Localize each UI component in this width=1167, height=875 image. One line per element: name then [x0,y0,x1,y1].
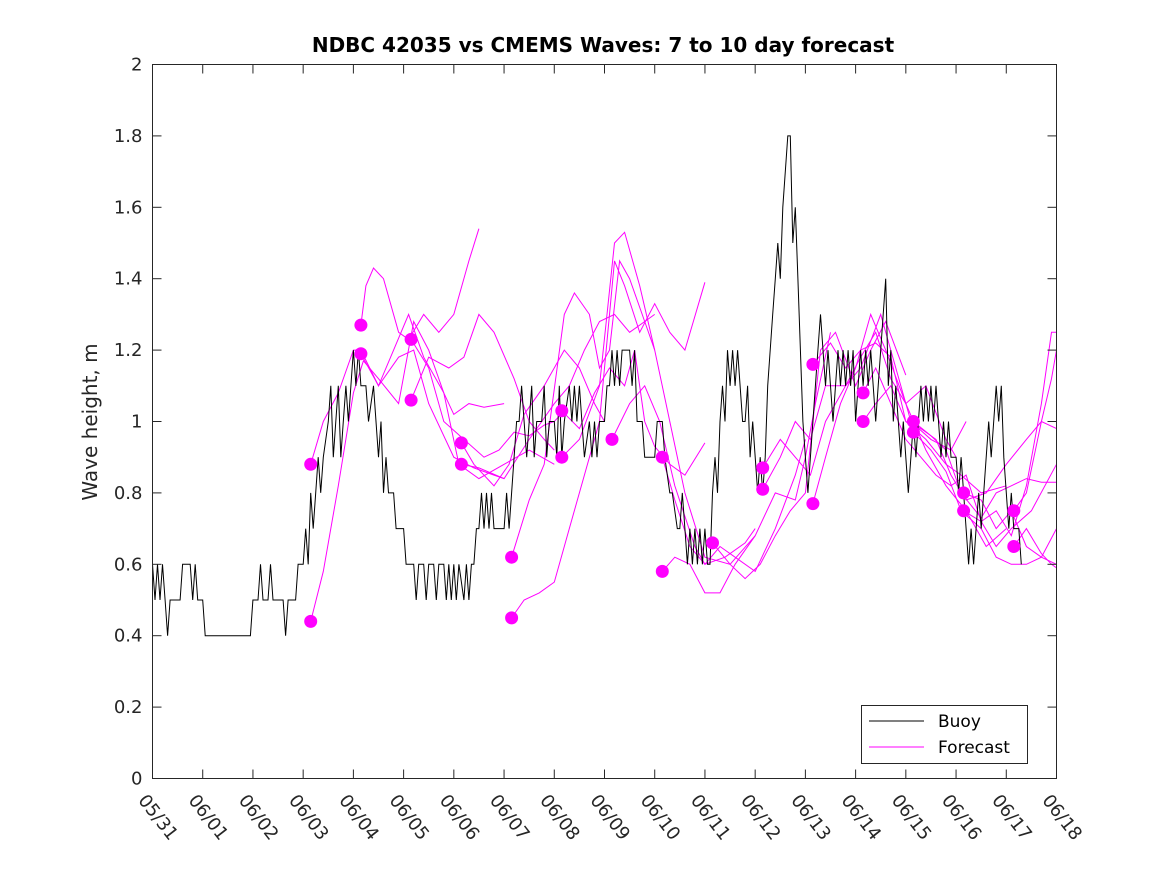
forecast-start-marker-5 [404,332,418,346]
buoy-line-group [152,135,1022,637]
forecast-start-marker-21 [856,386,870,400]
forecast-start-marker-23 [906,415,920,428]
y-tick-label: 0.6 [114,554,143,575]
forecast-start-marker-26 [957,504,971,518]
forecast-run-line-28 [1013,527,1057,569]
legend-buoy-label: Buoy [938,712,981,732]
forecast-run-line-5 [410,339,565,458]
forecast-start-marker-4 [354,347,368,361]
forecast-run-line-7 [460,349,605,487]
forecast-markers [304,318,1021,628]
forecast-start-marker-6 [404,393,418,407]
forecast-start-marker-27 [1007,504,1021,518]
forecast-start-marker-11 [555,404,569,418]
forecast-start-marker-13 [605,432,619,446]
forecast-start-marker-17 [756,461,770,475]
forecast-run-line-9 [511,259,656,558]
y-tick-label: 1.6 [114,197,143,218]
forecast-run-line-14 [661,439,806,573]
y-tick-label: 1.8 [114,126,143,147]
forecast-start-marker-9 [505,550,519,564]
y-tick-label: 0 [131,769,142,790]
forecast-start-marker-28 [1007,540,1021,553]
forecast-start-marker-7 [454,436,468,450]
buoy-series-line [152,135,1022,637]
forecast-run-line-22 [862,384,1057,501]
legend-box [861,705,1028,764]
forecast-run-line-20 [812,312,1007,548]
forecast-start-marker-24 [906,425,920,439]
forecast-start-marker-20 [806,497,820,511]
forecast-start-marker-2 [304,614,318,628]
forecast-run-line-4 [360,313,555,480]
y-axis-ticks: 0 0.2 0.4 0.6 0.8 1 1.2 1.4 1.6 1.8 2 [114,55,1057,790]
legend-forecast-label: Forecast [938,738,1010,758]
forecast-start-marker-22 [856,415,870,428]
forecast-start-marker-12 [555,450,569,464]
forecast-start-marker-16 [706,536,719,550]
forecast-run-line-2 [310,319,505,622]
forecast-run-line-6 [410,313,555,451]
legend: Buoy Forecast [861,705,1028,764]
forecast-run-line-13 [611,384,756,565]
forecast-start-marker-1 [304,457,318,471]
forecast-start-marker-3 [354,318,368,332]
forecast-run-line-23 [913,421,1057,519]
forecast-start-marker-10 [505,611,519,625]
forecast-run-line-18 [762,312,967,490]
forecast-run-line-24 [913,431,1057,565]
y-tick-label: 0.4 [114,626,143,647]
forecast-start-marker-19 [806,357,820,371]
y-tick-label: 1.4 [114,269,143,290]
forecast-start-marker-14 [655,450,669,464]
forecast-run-line-27 [1013,350,1057,512]
forecast-run-line-19 [812,342,1007,494]
chart-title: NDBC 42035 vs CMEMS Waves: 7 to 10 day f… [312,33,895,57]
forecast-start-marker-25 [957,486,971,500]
forecast-start-marker-8 [454,457,468,471]
forecast-run-line-12 [561,231,756,565]
y-axis-label: Wave height, m [78,343,102,500]
forecast-start-marker-15 [655,564,669,578]
forecast-run-line-10 [511,260,706,619]
y-tick-label: 1 [131,412,142,433]
y-tick-label: 2 [131,55,142,76]
y-tick-label: 0.8 [114,483,143,504]
y-tick-label: 0.2 [114,697,143,718]
forecast-start-marker-18 [756,482,770,496]
y-tick-label: 1.2 [114,340,143,361]
